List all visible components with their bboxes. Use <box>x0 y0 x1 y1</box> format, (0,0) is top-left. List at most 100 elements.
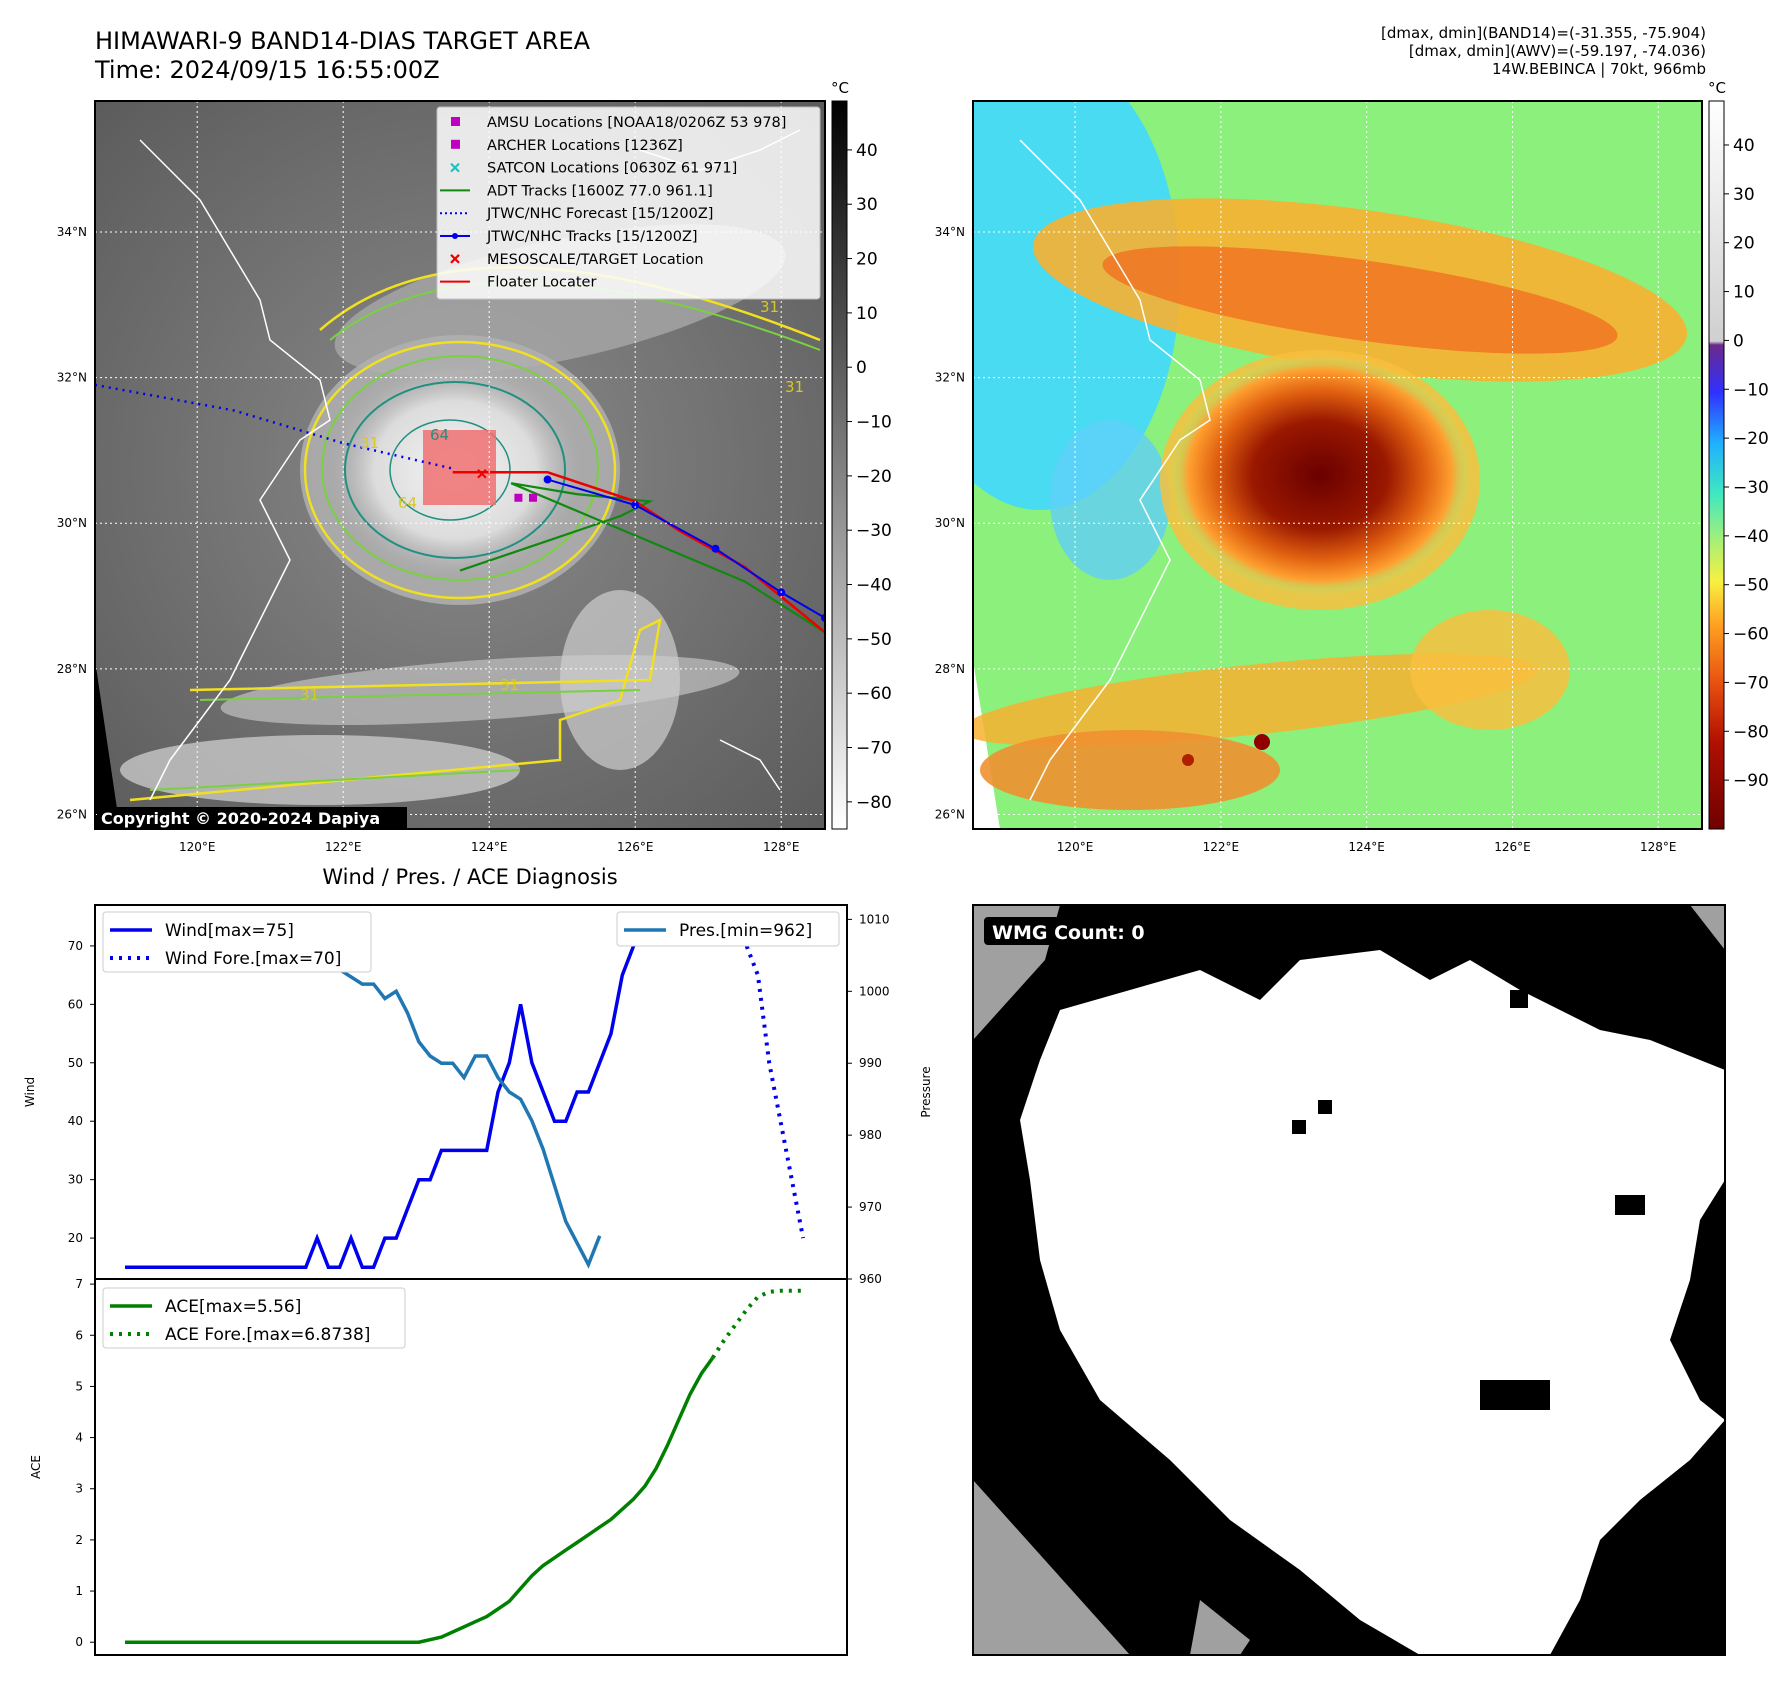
awv-dry-region <box>1050 420 1170 580</box>
lon-tick-label: 126°E <box>617 840 654 854</box>
y-tick-label: 5 <box>75 1379 83 1393</box>
colorbar-tick-label: −30 <box>856 521 892 541</box>
contour-yellow-band <box>129 617 662 802</box>
awv-nodata-corner <box>973 660 1000 829</box>
y-tick-label: 970 <box>859 1200 882 1214</box>
lon-tick-label: 122°E <box>1203 840 1240 854</box>
legend-box <box>436 106 821 300</box>
lat-tick-label: 30°N <box>935 516 965 530</box>
coastline <box>1019 139 1211 801</box>
colorbar-tick-label: −80 <box>856 793 892 813</box>
jtwc-forecast-track <box>95 383 453 470</box>
wmg-frame <box>972 904 1726 1656</box>
legend-label: JTWC/NHC Forecast [15/1200Z] <box>486 206 713 222</box>
wmg-gray-corner <box>1690 905 1725 950</box>
y-tick-label: 6 <box>75 1328 83 1342</box>
lat-tick-label: 26°N <box>935 807 965 821</box>
awv-band <box>1410 610 1570 730</box>
y-tick-label: 40 <box>68 1114 83 1128</box>
wmg-panel: WMG Count: 0 <box>972 904 1726 1656</box>
legend-item: ARCHER Locations [1236Z] <box>451 138 683 154</box>
wmg-black-speck <box>1318 1100 1332 1114</box>
jtwc-track-point <box>631 501 640 510</box>
colorbar-tick-label: −40 <box>1733 527 1769 547</box>
legend-label: JTWC/NHC Tracks [15/1200Z] <box>486 229 698 245</box>
colorbar-tick-label: −40 <box>856 576 892 596</box>
contour-yellow <box>303 340 617 600</box>
y-tick-label: 3 <box>75 1482 83 1496</box>
legend-label: MESOSCALE/TARGET Location <box>487 252 704 268</box>
colorbar-tick-label: −80 <box>1733 722 1769 742</box>
pressure-legend: Pres.[min=962] <box>616 911 840 947</box>
colorbar-tick-label: 0 <box>856 358 867 378</box>
target-area-box <box>423 430 496 505</box>
contour-label: 31 <box>300 686 319 704</box>
wmg-gray-corner <box>973 1480 1130 1655</box>
contour-teal-inner <box>389 419 511 521</box>
y-tick-label: 30 <box>68 1173 83 1187</box>
y-tick-label: 4 <box>75 1431 83 1445</box>
legend-label: Floater Locater <box>487 275 596 291</box>
colorbar-tick-label: −70 <box>856 739 892 759</box>
legend-label: Wind[max=75] <box>165 921 294 941</box>
colorbar-tick-label: 30 <box>1733 185 1755 205</box>
wmg-badge <box>984 917 1164 945</box>
legend-swatch <box>451 117 460 126</box>
lat-tick-label: 30°N <box>57 516 87 530</box>
colorbar-tick-label: 40 <box>856 141 878 161</box>
colorbar-tick-label: −50 <box>856 630 892 650</box>
awv-band <box>1102 246 1618 354</box>
band14-range: [dmax, dmin](BAND14)=(-31.355, -75.904) <box>1381 24 1706 42</box>
legend-box <box>102 1287 406 1349</box>
storm-info: 14W.BEBINCA | 70kt, 966mb <box>1492 60 1706 78</box>
legend-item: SATCON Locations [0630Z 61 971] <box>450 161 737 177</box>
awv-map-frame <box>972 100 1703 830</box>
wmg-black-speck <box>1480 1380 1550 1410</box>
contour-label: 31 <box>760 298 779 316</box>
awv-band <box>980 730 1280 810</box>
lat-tick-label: 28°N <box>935 662 965 676</box>
title-line-2: Time: 2024/09/15 16:55:00Z <box>95 56 440 84</box>
y-tick-label: 1000 <box>859 984 890 998</box>
contour-green <box>321 355 599 581</box>
y-tick-label: 50 <box>68 1056 83 1070</box>
legend-swatch-dot <box>452 233 458 239</box>
y-tick-label: 990 <box>859 1056 882 1070</box>
target-location <box>477 469 487 479</box>
colorbar-tick-label: 40 <box>1733 136 1755 156</box>
y-tick-label: 1010 <box>859 912 890 926</box>
legend-label: ADT Tracks [1600Z 77.0 961.1] <box>487 183 713 199</box>
colorbar-right <box>1708 100 1725 830</box>
awv-band <box>973 653 1539 747</box>
contour-label: 31 <box>360 434 379 452</box>
lon-tick-label: 122°E <box>325 840 362 854</box>
colorbar-tick-label: −10 <box>856 413 892 433</box>
wmg-black-speck <box>1292 1120 1306 1134</box>
ace-panel-frame <box>94 1278 848 1656</box>
colorbar-tick-label: −90 <box>1733 771 1769 791</box>
coastline <box>139 139 331 801</box>
title-line-1: HIMAWARI-9 BAND14-DIAS TARGET AREA <box>95 27 591 55</box>
colorbar-tick-label: 20 <box>856 250 878 270</box>
contour-label: 64 <box>430 426 449 444</box>
contour-label: 31 <box>785 378 804 396</box>
colorbar-tick-label: −10 <box>1733 380 1769 400</box>
wmg-black-speck <box>1615 1195 1645 1215</box>
wmg-count-label: WMG Count: 0 <box>992 922 1145 944</box>
contour-label: 31 <box>500 676 519 694</box>
legend-box <box>616 911 840 947</box>
colorbar-left-unit: °C <box>831 79 849 97</box>
legend-label: ACE Fore.[max=6.8738] <box>165 1325 370 1345</box>
colorbar-tick-label: −20 <box>856 467 892 487</box>
colorbar-tick-label: 10 <box>1733 283 1755 303</box>
figure-title: HIMAWARI-9 BAND14-DIAS TARGET AREA Time:… <box>95 27 590 85</box>
legend-item: JTWC/NHC Tracks [15/1200Z] <box>440 229 698 245</box>
lon-tick-label: 128°E <box>763 840 800 854</box>
y-tick-label: 7 <box>75 1277 83 1291</box>
lat-tick-label: 32°N <box>57 371 87 385</box>
lon-tick-label: 120°E <box>179 840 216 854</box>
ir-cloud-band <box>120 735 520 805</box>
wmg-white-region <box>1020 950 1725 1655</box>
colorbar-right-unit: °C <box>1708 79 1726 97</box>
